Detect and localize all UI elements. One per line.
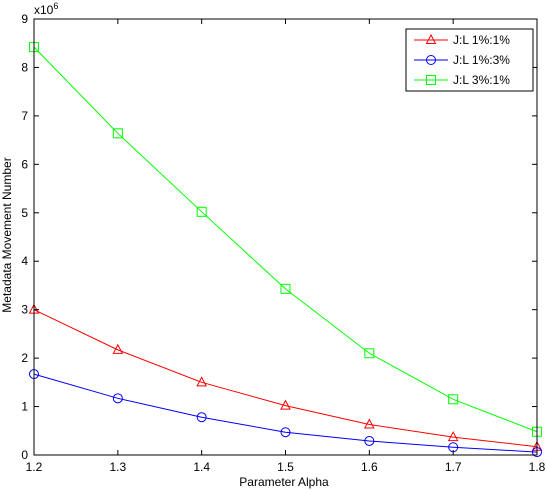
legend-item: J:L 1%:3%	[414, 53, 510, 67]
y-tick-label: 0	[21, 448, 28, 462]
legend-marker	[426, 75, 436, 85]
data-point	[447, 431, 459, 442]
legend-label: J:L 1%:3%	[453, 53, 510, 67]
y-tick-label: 8	[21, 60, 28, 74]
series-2	[29, 369, 542, 458]
x-tick-label: 1.4	[193, 460, 210, 474]
legend-marker	[425, 33, 437, 44]
y-tick-label: 1	[21, 400, 28, 414]
plot-area	[28, 42, 543, 458]
series-line	[33, 46, 538, 433]
legend-label: J:L 1%:1%	[453, 33, 510, 47]
data-point	[112, 128, 123, 139]
legend-item: J:L 3%:1%	[414, 73, 510, 87]
data-point	[364, 348, 375, 359]
x-tick-label: 1.3	[109, 460, 126, 474]
y-tick-label: 3	[21, 303, 28, 317]
data-point	[280, 427, 291, 438]
x-axis-label: Parameter Alpha	[239, 475, 329, 489]
data-point	[196, 412, 207, 423]
y-tick-label: 2	[21, 351, 28, 365]
data-point	[280, 399, 291, 410]
legend-label: J:L 3%:1%	[453, 73, 510, 87]
data-point	[448, 394, 459, 405]
data-point	[196, 206, 207, 217]
data-point	[364, 435, 375, 446]
series-1	[28, 303, 543, 451]
y-tick-label: 9	[21, 12, 28, 26]
series-line	[33, 373, 538, 453]
x-tick-label: 1.5	[277, 460, 294, 474]
y-tick-label: 7	[21, 109, 28, 123]
legend-item: J:L 1%:1%	[414, 33, 510, 47]
data-point	[196, 376, 207, 387]
y-tick-label: 5	[21, 206, 28, 220]
legend: J:L 1%:1% J:L 1%:3% J:L 3%:1%	[405, 28, 534, 92]
data-point	[280, 283, 291, 294]
y-tick-label: 6	[21, 157, 28, 171]
x-tick-label: 1.6	[361, 460, 378, 474]
x-tick-label: 1.8	[529, 460, 546, 474]
y-tick-label: 4	[21, 254, 28, 268]
y-axis-label: Metadata Movement Number	[0, 157, 14, 312]
series-line	[33, 309, 538, 448]
series-3	[29, 42, 542, 437]
x-tick-label: 1.2	[26, 460, 43, 474]
axes: 1.2 1.3 1.4 1.5 1.6 1.7 1.8 0 1 2 3 4 5 6 7 8 9	[21, 12, 545, 474]
x-tick-label: 1.7	[445, 460, 462, 474]
legend-marker	[426, 55, 436, 65]
data-point	[364, 418, 375, 429]
y-axis-multiplier: x106	[34, 1, 58, 17]
data-point	[112, 393, 123, 404]
data-point	[112, 343, 124, 354]
